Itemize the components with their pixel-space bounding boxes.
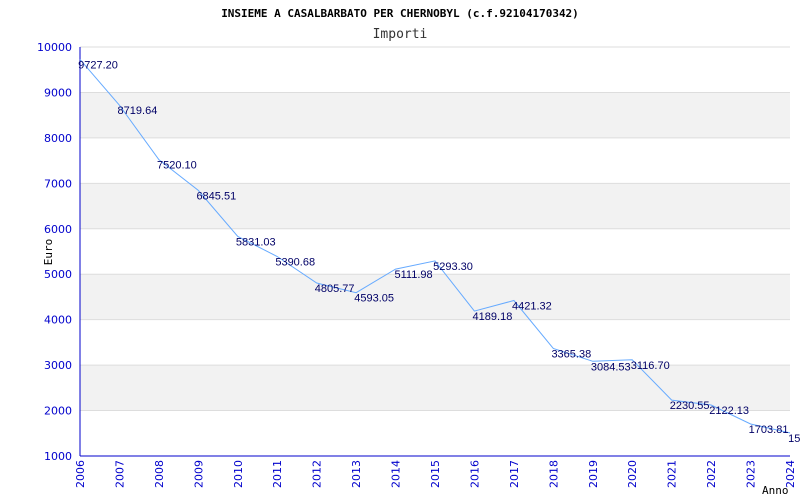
y-tick-label: 10000 bbox=[37, 41, 72, 54]
data-label: 7520.10 bbox=[157, 160, 197, 172]
series-importi bbox=[79, 59, 791, 434]
y-tick-label: 6000 bbox=[44, 223, 72, 236]
data-label: 4805.77 bbox=[315, 283, 355, 295]
x-axis-ticks: 2006 2007 2008 2009 2010 2011 2012 2013 2014 2015… bbox=[74, 460, 797, 488]
x-tick-label: 2018 bbox=[547, 460, 560, 488]
x-tick-label: 2012 bbox=[311, 460, 324, 488]
x-tick-label: 2014 bbox=[390, 460, 403, 488]
y-tick-label: 5000 bbox=[44, 268, 72, 281]
x-tick-label: 2024 bbox=[784, 460, 797, 488]
grid-band bbox=[80, 92, 790, 138]
data-label: 5293.30 bbox=[433, 261, 473, 273]
data-label: 4593.05 bbox=[354, 293, 394, 305]
x-tick-label: 2021 bbox=[666, 460, 679, 488]
grid-band bbox=[80, 183, 790, 229]
y-tick-label: 1000 bbox=[44, 450, 72, 463]
x-tick-label: 2020 bbox=[626, 460, 639, 488]
y-tick-label: 8000 bbox=[44, 132, 72, 145]
data-label: 1703.81 bbox=[749, 424, 789, 436]
axes bbox=[79, 47, 790, 457]
data-label: 3116.70 bbox=[631, 360, 670, 372]
chart-subtitle: Importi bbox=[373, 27, 428, 42]
x-tick-label: 2007 bbox=[113, 460, 126, 488]
x-tick-label: 2011 bbox=[271, 460, 284, 488]
x-tick-label: 2016 bbox=[468, 460, 481, 488]
data-label: 9727.20 bbox=[78, 59, 118, 71]
x-tick-label: 2013 bbox=[350, 460, 363, 488]
data-label: 3084.53 bbox=[591, 361, 631, 373]
grid-band bbox=[80, 274, 790, 320]
data-label: 5831.03 bbox=[236, 236, 276, 248]
x-tick-label: 2015 bbox=[429, 460, 442, 488]
grid-lines bbox=[80, 46, 790, 457]
grid-bands bbox=[80, 92, 790, 411]
data-labels: 9727.20 8719.64 7520.10 6845.51 5831.03 5390.… bbox=[78, 59, 800, 445]
y-tick-label: 9000 bbox=[44, 86, 72, 99]
series-line bbox=[79, 59, 791, 434]
x-axis-label: Anno bbox=[762, 484, 789, 497]
y-tick-label: 2000 bbox=[44, 405, 72, 418]
y-axis-ticks: 1000 2000 3000 4000 5000 6000 7000 8000 9000 1000… bbox=[37, 41, 72, 463]
data-label: 1508.10 bbox=[788, 433, 800, 445]
data-label: 4421.32 bbox=[512, 301, 552, 313]
y-tick-label: 4000 bbox=[44, 314, 72, 327]
data-label: 5390.68 bbox=[275, 256, 315, 268]
data-label: 5111.98 bbox=[394, 269, 432, 281]
x-tick-label: 2008 bbox=[153, 460, 166, 488]
x-tick-label: 2019 bbox=[587, 460, 600, 488]
y-tick-label: 3000 bbox=[44, 359, 72, 372]
x-tick-label: 2009 bbox=[192, 460, 205, 488]
x-tick-label: 2023 bbox=[745, 460, 758, 488]
data-label: 4189.18 bbox=[473, 311, 513, 323]
grid-band bbox=[80, 365, 790, 411]
data-label: 2230.55 bbox=[670, 400, 710, 412]
chart-title: INSIEME A CASALBARBATO PER CHERNOBYL (c.… bbox=[221, 7, 579, 20]
data-label: 3365.38 bbox=[551, 349, 591, 361]
x-tick-label: 2022 bbox=[705, 460, 718, 488]
data-label: 8719.64 bbox=[118, 105, 158, 117]
data-label: 2122.13 bbox=[709, 405, 749, 417]
x-tick-label: 2010 bbox=[232, 460, 245, 488]
x-tick-label: 2017 bbox=[508, 460, 521, 488]
y-axis-label: Euro bbox=[42, 239, 55, 266]
y-tick-label: 7000 bbox=[44, 177, 72, 190]
data-label: 6845.51 bbox=[196, 190, 236, 202]
x-tick-label: 2006 bbox=[74, 460, 87, 488]
